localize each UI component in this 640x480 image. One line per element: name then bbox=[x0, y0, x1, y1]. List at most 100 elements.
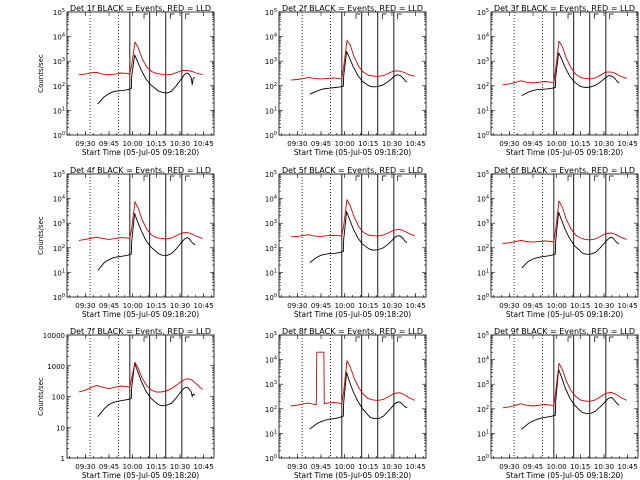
x-tick-label: 09:45 bbox=[311, 463, 331, 471]
panel-det-6: 100 101 102 103 104 105 09:30 09:45 10:00 10:15 10… bbox=[477, 166, 639, 319]
x-tick-label: 09:45 bbox=[99, 140, 119, 148]
x-tick-label: 10:00 bbox=[547, 302, 567, 310]
x-tick-label: 10:15 bbox=[570, 140, 590, 148]
lld-series bbox=[290, 199, 415, 238]
y-tick-label: 103 bbox=[477, 219, 489, 228]
time-bracket-3 bbox=[397, 175, 402, 181]
x-tick-label: 10:45 bbox=[406, 140, 426, 148]
x-tick-label: 10:00 bbox=[123, 463, 143, 471]
x-tick-label: 09:30 bbox=[75, 140, 95, 148]
x-tick-label: 09:30 bbox=[499, 140, 519, 148]
y-tick-label: 102 bbox=[477, 405, 489, 414]
panel-title: Det 5f BLACK = Events, RED = LLD bbox=[282, 166, 423, 175]
x-tick-label: 09:30 bbox=[287, 140, 307, 148]
y-tick-label: 100 bbox=[53, 131, 65, 140]
y-axis-label: Counts/sec bbox=[37, 54, 45, 93]
lld-series bbox=[78, 41, 203, 76]
events-series bbox=[97, 362, 196, 417]
time-bracket-2 bbox=[170, 175, 175, 181]
lld-series bbox=[502, 362, 627, 409]
time-bracket-1 bbox=[355, 13, 361, 19]
x-tick-label: 09:30 bbox=[75, 302, 95, 310]
x-tick-label: 09:45 bbox=[523, 302, 543, 310]
x-tick-label: 10:30 bbox=[382, 140, 402, 148]
x-tick-label: 09:45 bbox=[523, 140, 543, 148]
x-tick-label: 10:00 bbox=[335, 302, 355, 310]
x-tick-label: 09:30 bbox=[287, 463, 307, 471]
x-tick-label: 10:00 bbox=[123, 302, 143, 310]
y-tick-label: 10 bbox=[56, 424, 65, 432]
x-tick-label: 10:30 bbox=[170, 140, 190, 148]
time-bracket-3 bbox=[397, 336, 402, 342]
y-axis-label: Counts/sec bbox=[37, 377, 45, 416]
x-tick-label: 10:30 bbox=[594, 140, 614, 148]
x-tick-label: 09:45 bbox=[99, 302, 119, 310]
time-bracket-1 bbox=[143, 175, 149, 181]
x-tick-label: 10:30 bbox=[382, 302, 402, 310]
x-axis-label: Start Time (05-Jul-05 09:18:20) bbox=[506, 148, 623, 157]
x-tick-label: 10:15 bbox=[358, 140, 378, 148]
lld-series bbox=[502, 40, 627, 86]
y-tick-label: 103 bbox=[265, 57, 277, 66]
time-bracket-2 bbox=[594, 336, 599, 342]
x-tick-label: 09:30 bbox=[499, 302, 519, 310]
panel-det-7: 1 10 100 1000 10000 09:30 09:45 10:00 10:15 10:30… bbox=[37, 327, 215, 480]
y-tick-label: 105 bbox=[477, 8, 489, 17]
y-tick-label: 104 bbox=[265, 195, 277, 204]
y-tick-label: 102 bbox=[53, 82, 65, 91]
y-tick-label: 103 bbox=[265, 219, 277, 228]
y-tick-label: 1000 bbox=[47, 363, 65, 371]
lld-series bbox=[502, 200, 627, 244]
y-tick-label: 102 bbox=[265, 405, 277, 414]
x-tick-label: 10:45 bbox=[194, 302, 214, 310]
panel-title: Det 6f BLACK = Events, RED = LLD bbox=[494, 166, 635, 175]
time-bracket-3 bbox=[185, 175, 190, 181]
x-tick-label: 10:15 bbox=[146, 140, 166, 148]
panel-title: Det 8f BLACK = Events, RED = LLD bbox=[282, 327, 423, 336]
x-tick-label: 10:45 bbox=[194, 140, 214, 148]
x-tick-label: 10:30 bbox=[594, 463, 614, 471]
time-bracket-2 bbox=[170, 13, 175, 19]
x-axis-label: Start Time (05-Jul-05 09:18:20) bbox=[82, 148, 199, 157]
x-tick-label: 10:45 bbox=[618, 140, 638, 148]
x-tick-label: 10:45 bbox=[618, 463, 638, 471]
plot-frame bbox=[490, 173, 639, 298]
panel-det-1: 100 101 102 103 104 105 09:30 09:45 10:00 10:15 10… bbox=[37, 4, 215, 157]
plot-frame bbox=[66, 173, 215, 298]
x-tick-label: 10:45 bbox=[618, 302, 638, 310]
x-tick-label: 10:45 bbox=[406, 302, 426, 310]
time-bracket-2 bbox=[594, 175, 599, 181]
time-bracket-1 bbox=[143, 13, 149, 19]
x-tick-label: 10:15 bbox=[146, 463, 166, 471]
y-tick-label: 101 bbox=[265, 429, 277, 438]
y-tick-label: 101 bbox=[477, 268, 489, 277]
x-axis-label: Start Time (05-Jul-05 09:18:20) bbox=[82, 471, 199, 480]
time-bracket-1 bbox=[355, 336, 361, 342]
x-tick-label: 10:15 bbox=[146, 302, 166, 310]
y-tick-label: 100 bbox=[477, 131, 489, 140]
time-bracket-2 bbox=[382, 13, 387, 19]
time-bracket-2 bbox=[382, 175, 387, 181]
y-tick-label: 105 bbox=[265, 331, 277, 340]
panel-title: Det 4f BLACK = Events, RED = LLD bbox=[70, 166, 211, 175]
time-bracket-3 bbox=[609, 175, 614, 181]
y-tick-label: 100 bbox=[52, 394, 65, 402]
time-bracket-3 bbox=[609, 336, 614, 342]
y-tick-label: 100 bbox=[265, 293, 277, 302]
panel-det-8: 100 101 102 103 104 105 09:30 09:45 10:00 10:15 10… bbox=[265, 327, 427, 480]
y-tick-label: 105 bbox=[477, 331, 489, 340]
x-tick-label: 10:45 bbox=[194, 463, 214, 471]
x-tick-label: 10:15 bbox=[358, 302, 378, 310]
y-tick-label: 104 bbox=[477, 33, 489, 42]
x-tick-label: 10:00 bbox=[547, 140, 567, 148]
x-tick-label: 10:15 bbox=[570, 302, 590, 310]
x-tick-label: 09:30 bbox=[75, 463, 95, 471]
lld-series bbox=[78, 361, 203, 393]
y-tick-label: 103 bbox=[53, 57, 65, 66]
time-bracket-3 bbox=[609, 13, 614, 19]
x-tick-label: 09:45 bbox=[311, 302, 331, 310]
x-tick-label: 10:00 bbox=[335, 140, 355, 148]
y-tick-label: 104 bbox=[53, 33, 65, 42]
events-series bbox=[521, 211, 620, 269]
plot-frame bbox=[278, 334, 427, 459]
